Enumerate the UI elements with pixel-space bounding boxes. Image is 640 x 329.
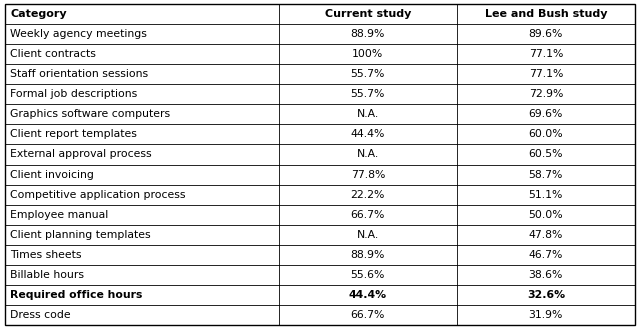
Text: 58.7%: 58.7% [529, 169, 563, 180]
Text: 46.7%: 46.7% [529, 250, 563, 260]
Text: 77.1%: 77.1% [529, 69, 563, 79]
Text: 51.1%: 51.1% [529, 190, 563, 200]
Text: 31.9%: 31.9% [529, 310, 563, 320]
Text: 77.8%: 77.8% [351, 169, 385, 180]
Text: Weekly agency meetings: Weekly agency meetings [10, 29, 147, 39]
Text: Required office hours: Required office hours [10, 290, 143, 300]
Text: 55.7%: 55.7% [351, 69, 385, 79]
Text: 77.1%: 77.1% [529, 49, 563, 59]
Text: Billable hours: Billable hours [10, 270, 84, 280]
Text: 66.7%: 66.7% [351, 210, 385, 220]
Text: 32.6%: 32.6% [527, 290, 565, 300]
Text: 60.5%: 60.5% [529, 149, 563, 160]
Text: N.A.: N.A. [356, 230, 379, 240]
Text: 72.9%: 72.9% [529, 89, 563, 99]
Text: Times sheets: Times sheets [10, 250, 82, 260]
Text: 100%: 100% [352, 49, 383, 59]
Text: 69.6%: 69.6% [529, 109, 563, 119]
Text: Client contracts: Client contracts [10, 49, 96, 59]
Text: 50.0%: 50.0% [529, 210, 563, 220]
Text: 89.6%: 89.6% [529, 29, 563, 39]
Text: 38.6%: 38.6% [529, 270, 563, 280]
Text: 88.9%: 88.9% [351, 29, 385, 39]
Text: N.A.: N.A. [356, 149, 379, 160]
Text: 66.7%: 66.7% [351, 310, 385, 320]
Text: Client planning templates: Client planning templates [10, 230, 151, 240]
Text: Employee manual: Employee manual [10, 210, 109, 220]
Text: 60.0%: 60.0% [529, 129, 563, 139]
Text: Competitive application process: Competitive application process [10, 190, 186, 200]
Text: Staff orientation sessions: Staff orientation sessions [10, 69, 148, 79]
Text: Graphics software computers: Graphics software computers [10, 109, 170, 119]
Text: Current study: Current study [324, 9, 411, 19]
Text: Dress code: Dress code [10, 310, 71, 320]
Text: 88.9%: 88.9% [351, 250, 385, 260]
Text: Category: Category [10, 9, 67, 19]
Text: Client invoicing: Client invoicing [10, 169, 94, 180]
Text: 44.4%: 44.4% [351, 129, 385, 139]
Text: Formal job descriptions: Formal job descriptions [10, 89, 138, 99]
Text: 55.7%: 55.7% [351, 89, 385, 99]
Text: 47.8%: 47.8% [529, 230, 563, 240]
Text: Lee and Bush study: Lee and Bush study [484, 9, 607, 19]
Text: 44.4%: 44.4% [349, 290, 387, 300]
Text: N.A.: N.A. [356, 109, 379, 119]
Text: 22.2%: 22.2% [351, 190, 385, 200]
Text: 55.6%: 55.6% [351, 270, 385, 280]
Text: Client report templates: Client report templates [10, 129, 137, 139]
Text: External approval process: External approval process [10, 149, 152, 160]
